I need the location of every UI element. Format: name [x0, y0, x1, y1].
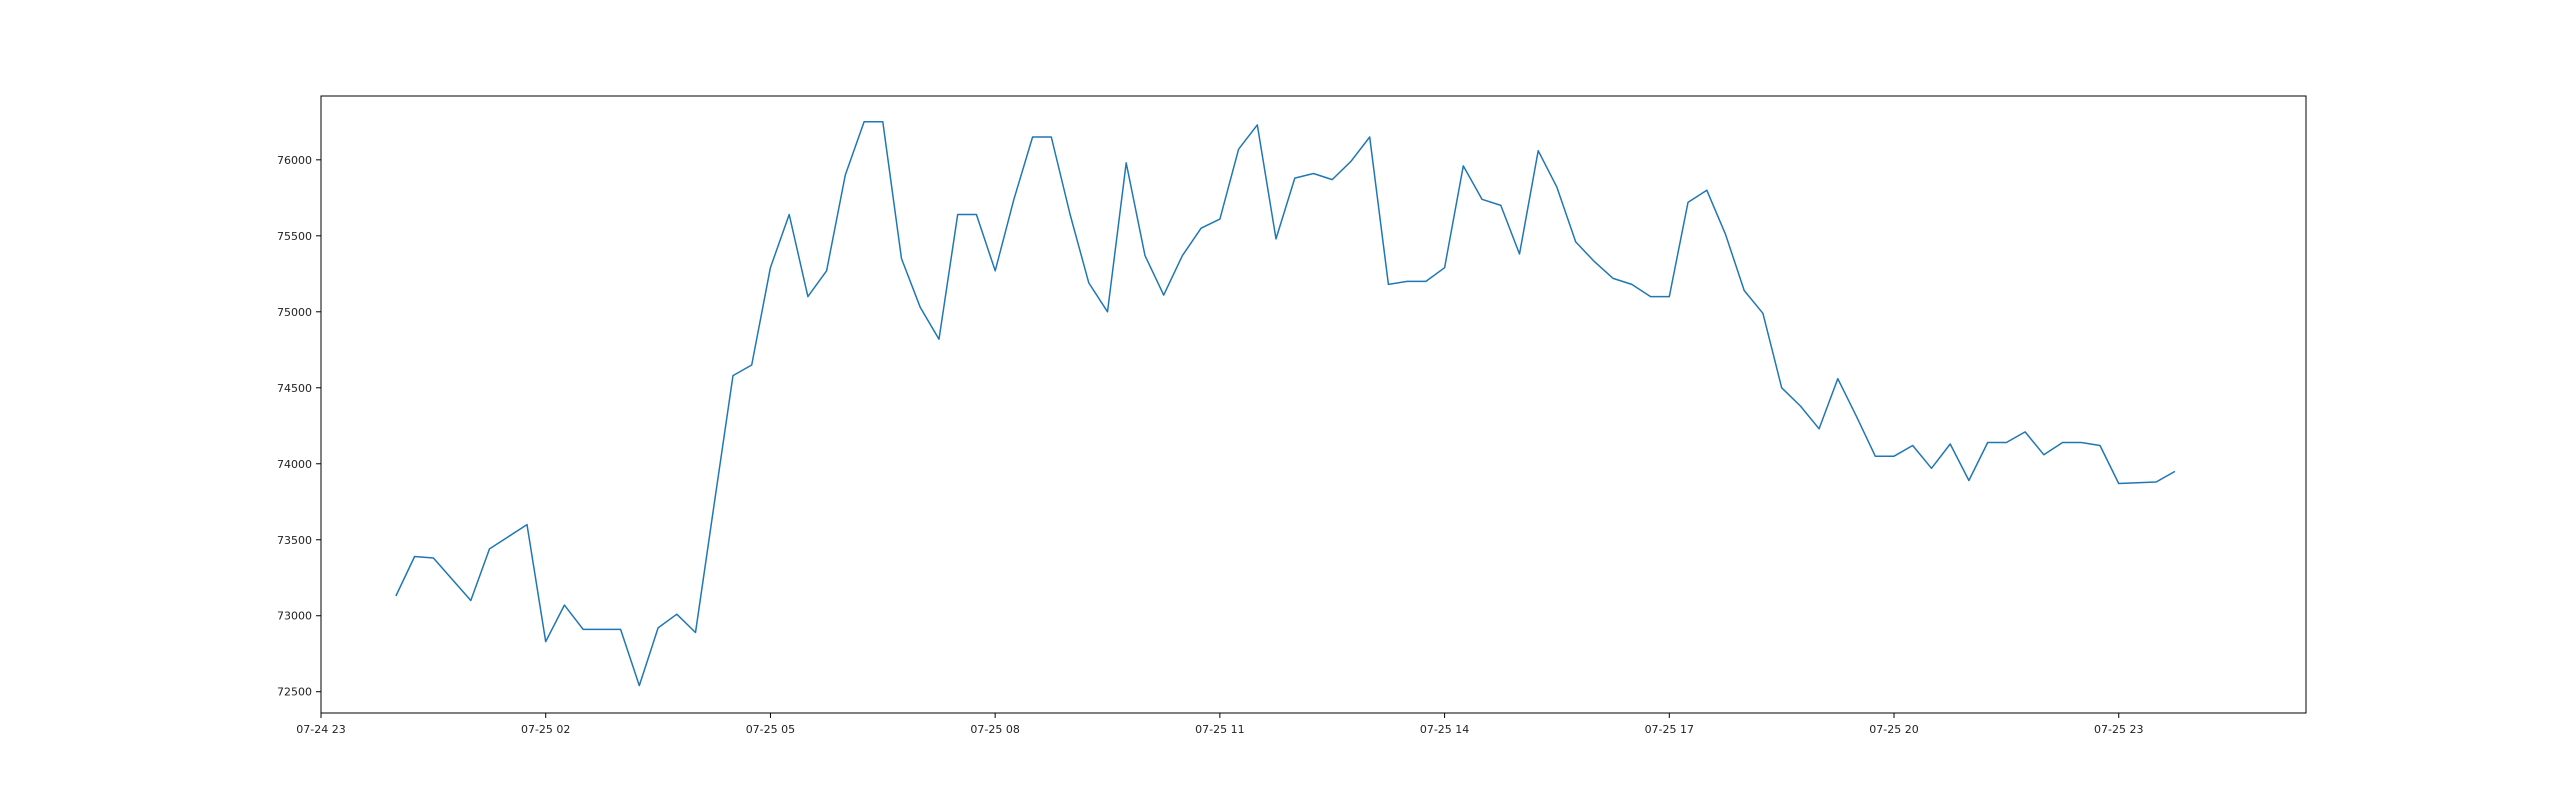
x-tick-label: 07-25 23	[2094, 723, 2143, 736]
y-tick-label: 73000	[277, 610, 312, 623]
y-tick-label: 75500	[277, 230, 312, 243]
y-tick-label: 72500	[277, 686, 312, 699]
plot-area	[320, 95, 2307, 714]
x-tick-label: 07-24 23	[296, 723, 345, 736]
x-tick-label: 07-25 20	[1869, 723, 1918, 736]
x-tick-label: 07-25 02	[521, 723, 570, 736]
y-tick-label: 76000	[277, 154, 312, 167]
y-tick-label: 74000	[277, 458, 312, 471]
x-tick-label: 07-25 05	[746, 723, 795, 736]
y-tick-label: 75000	[277, 306, 312, 319]
series-line-0	[395, 121, 2176, 687]
y-tick-label: 74500	[277, 382, 312, 395]
x-tick-label: 07-25 11	[1195, 723, 1244, 736]
x-tick-label: 07-25 14	[1420, 723, 1469, 736]
plot-frame	[320, 95, 2307, 714]
x-axis: 07-24 23 07-25 02 07-25 05 07-25 08 07-25 11…	[296, 713, 2143, 736]
y-axis: 72500 73000 73500 74000 74500 75000 75500 76000	[277, 154, 321, 699]
x-tick-label: 07-25 17	[1645, 723, 1694, 736]
y-tick-label: 73500	[277, 534, 312, 547]
x-tick-label: 07-25 08	[970, 723, 1019, 736]
